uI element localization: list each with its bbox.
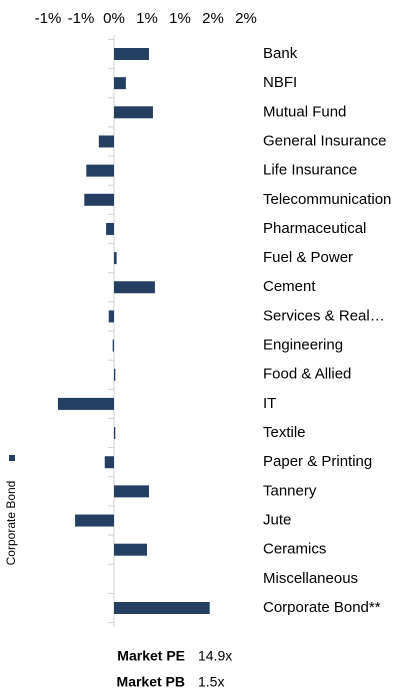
category-label: Engineering bbox=[263, 337, 343, 354]
category-label: Ceramics bbox=[263, 541, 326, 558]
category-label: Paper & Printing bbox=[263, 453, 372, 470]
category-label: Jute bbox=[263, 511, 291, 528]
bar bbox=[104, 456, 114, 469]
bar bbox=[114, 427, 116, 440]
bar bbox=[114, 77, 126, 90]
category-label: Services & Real… bbox=[263, 307, 385, 324]
category-label: Corporate Bond** bbox=[263, 599, 381, 616]
category-label: Fuel & Power bbox=[263, 249, 353, 266]
x-tick-label: 2% bbox=[235, 10, 257, 27]
bar bbox=[106, 222, 114, 235]
annotation-value: 1.5x bbox=[198, 674, 224, 690]
legend-label: Corporate Bond bbox=[4, 481, 18, 566]
x-tick-label: -1% bbox=[35, 10, 62, 27]
category-label: Bank bbox=[263, 45, 298, 62]
category-label: Pharmaceutical bbox=[263, 220, 366, 237]
bar bbox=[57, 397, 114, 410]
category-label: Miscellaneous bbox=[263, 570, 358, 587]
bar bbox=[114, 485, 149, 498]
x-tick-label: 2% bbox=[202, 10, 224, 27]
bar bbox=[114, 281, 155, 294]
x-tick-label: 1% bbox=[169, 10, 191, 27]
bar bbox=[108, 310, 114, 323]
category-label: NBFI bbox=[263, 74, 297, 91]
annotation-label: Market PE bbox=[117, 648, 185, 664]
annotation-value: 14.9x bbox=[198, 648, 232, 664]
annotation-label: Market PB bbox=[117, 674, 185, 690]
bar bbox=[84, 193, 114, 206]
category-label: Life Insurance bbox=[263, 162, 357, 179]
legend-swatch bbox=[9, 455, 15, 461]
bar bbox=[114, 106, 153, 119]
bar bbox=[114, 368, 116, 381]
bar bbox=[98, 135, 114, 148]
category-label: Cement bbox=[263, 278, 316, 295]
bar bbox=[114, 48, 149, 60]
x-tick-label: 0% bbox=[103, 10, 125, 27]
category-label: Textile bbox=[263, 424, 306, 441]
bar bbox=[114, 602, 210, 614]
bar bbox=[75, 514, 114, 527]
x-tick-label: 1% bbox=[136, 10, 158, 27]
x-tick-label: -1% bbox=[68, 10, 95, 27]
category-label: IT bbox=[263, 395, 276, 412]
bar bbox=[112, 339, 114, 352]
bar bbox=[86, 164, 114, 177]
category-label: General Insurance bbox=[263, 132, 386, 149]
category-label: Tannery bbox=[263, 482, 317, 499]
bar bbox=[114, 252, 117, 265]
bar bbox=[114, 543, 147, 556]
category-label: Food & Allied bbox=[263, 366, 351, 383]
category-label: Mutual Fund bbox=[263, 103, 346, 120]
category-label: Telecommunication bbox=[263, 191, 391, 208]
